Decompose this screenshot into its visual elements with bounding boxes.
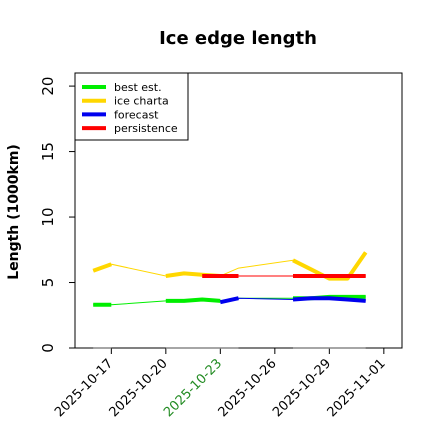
legend-label: forecast	[114, 108, 159, 121]
y-axis-label: Length (1000km)	[6, 144, 22, 280]
series-segment	[292, 296, 366, 303]
y-tick-label: 0	[39, 343, 57, 353]
legend-label: ice charta	[114, 95, 169, 108]
series-segment	[292, 251, 368, 281]
y-tick-label: 10	[39, 208, 57, 227]
y-tick-label: 20	[39, 77, 57, 96]
series-segment	[92, 262, 112, 273]
y-tick-label: 15	[39, 142, 57, 161]
chart-title: Ice edge length	[159, 28, 317, 49]
y-tick-label: 5	[39, 278, 57, 288]
x-tick-label: 2025-11-01	[325, 356, 389, 420]
series-segment	[165, 297, 221, 303]
legend-label: persistence	[114, 122, 178, 135]
series-segment	[219, 296, 239, 305]
legend-label: best est.	[114, 81, 162, 94]
